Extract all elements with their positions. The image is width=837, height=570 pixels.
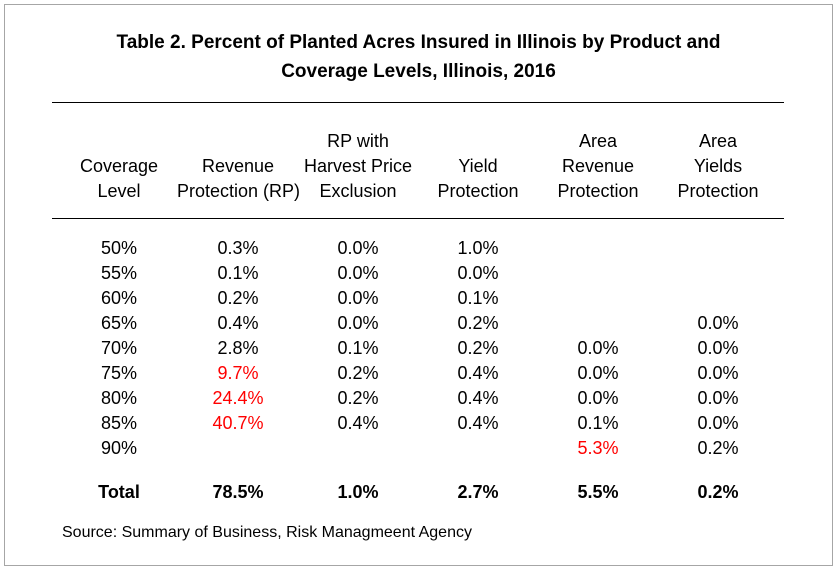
- table-cell: 0.0%: [697, 413, 739, 433]
- coverage-level-cell: 65%: [100, 313, 138, 333]
- table-cell: 0.4%: [217, 313, 259, 333]
- table-cell: 0.4%: [457, 388, 499, 408]
- table-cell: 1.0%: [457, 238, 499, 258]
- column-header-line: Coverage: [79, 156, 159, 176]
- total-cell: 0.2%: [697, 482, 739, 502]
- column-header-line: Yield: [458, 156, 498, 176]
- table-cell: 0.2%: [337, 363, 379, 383]
- table-frame: [4, 4, 833, 566]
- source-note: Source: Summary of Business, Risk Managm…: [62, 524, 472, 541]
- header-rule: [52, 218, 784, 219]
- table-cell: 0.1%: [577, 413, 619, 433]
- table-cell: 0.0%: [697, 388, 739, 408]
- column-header-line: Level: [97, 181, 141, 201]
- table-cell: 5.3%: [577, 438, 619, 458]
- column-header-line: Protection: [437, 181, 519, 201]
- table-cell: 24.4%: [212, 388, 264, 408]
- coverage-level-cell: 75%: [100, 363, 138, 383]
- table-cell: 0.1%: [457, 288, 499, 308]
- total-cell: 5.5%: [577, 482, 619, 502]
- table-cell: 2.8%: [217, 338, 259, 358]
- total-cell: 2.7%: [457, 482, 499, 502]
- table-cell: 0.0%: [697, 313, 739, 333]
- table-cell: 0.4%: [457, 363, 499, 383]
- column-header-line: Protection (RP): [177, 181, 299, 201]
- column-header-line: Revenue: [561, 156, 635, 176]
- column-header-line: Protection: [677, 181, 759, 201]
- table-title-line-2: Coverage Levels, Illinois, 2016: [281, 61, 556, 82]
- column-header-line: Area: [698, 131, 738, 151]
- table-cell: 40.7%: [212, 413, 264, 433]
- table-title-line-1: Table 2. Percent of Planted Acres Insure…: [116, 32, 721, 53]
- column-header-line: Exclusion: [319, 181, 397, 201]
- table-cell: 0.0%: [577, 338, 619, 358]
- coverage-level-cell: 50%: [100, 238, 138, 258]
- column-header-line: Protection: [557, 181, 639, 201]
- table-cell: 0.0%: [697, 363, 739, 383]
- total-cell: 78.5%: [212, 482, 264, 502]
- table-cell: 0.0%: [337, 288, 379, 308]
- table-cell: 0.0%: [337, 238, 379, 258]
- coverage-level-cell: 55%: [100, 263, 138, 283]
- coverage-level-cell: 70%: [100, 338, 138, 358]
- column-header-line: Harvest Price: [303, 156, 413, 176]
- table-cell: 0.0%: [337, 313, 379, 333]
- table-cell: 0.2%: [337, 388, 379, 408]
- table-cell: 0.2%: [217, 288, 259, 308]
- table-cell: 0.2%: [457, 313, 499, 333]
- coverage-level-cell: 85%: [100, 413, 138, 433]
- table-cell: 9.7%: [217, 363, 259, 383]
- table-cell: 0.0%: [577, 363, 619, 383]
- table-cell: 0.4%: [457, 413, 499, 433]
- table-cell: 0.0%: [457, 263, 499, 283]
- table-cell: 0.3%: [217, 238, 259, 258]
- column-header-line: RP with: [327, 131, 389, 151]
- coverage-level-cell: 80%: [100, 388, 138, 408]
- table-cell: 0.2%: [697, 438, 739, 458]
- total-cell: 1.0%: [337, 482, 379, 502]
- table-cell: 0.1%: [217, 263, 259, 283]
- table-cell: 0.2%: [457, 338, 499, 358]
- coverage-level-cell: 90%: [100, 438, 138, 458]
- table-cell: 0.4%: [337, 413, 379, 433]
- column-header-line: Revenue: [201, 156, 275, 176]
- top-rule: [52, 102, 784, 103]
- table-cell: 0.0%: [577, 388, 619, 408]
- coverage-level-cell: 60%: [100, 288, 138, 308]
- table-cell: 0.0%: [337, 263, 379, 283]
- total-label: Total: [98, 482, 140, 502]
- column-header-line: Yields: [693, 156, 743, 176]
- column-header-line: Area: [578, 131, 618, 151]
- table-cell: 0.1%: [337, 338, 379, 358]
- table-cell: 0.0%: [697, 338, 739, 358]
